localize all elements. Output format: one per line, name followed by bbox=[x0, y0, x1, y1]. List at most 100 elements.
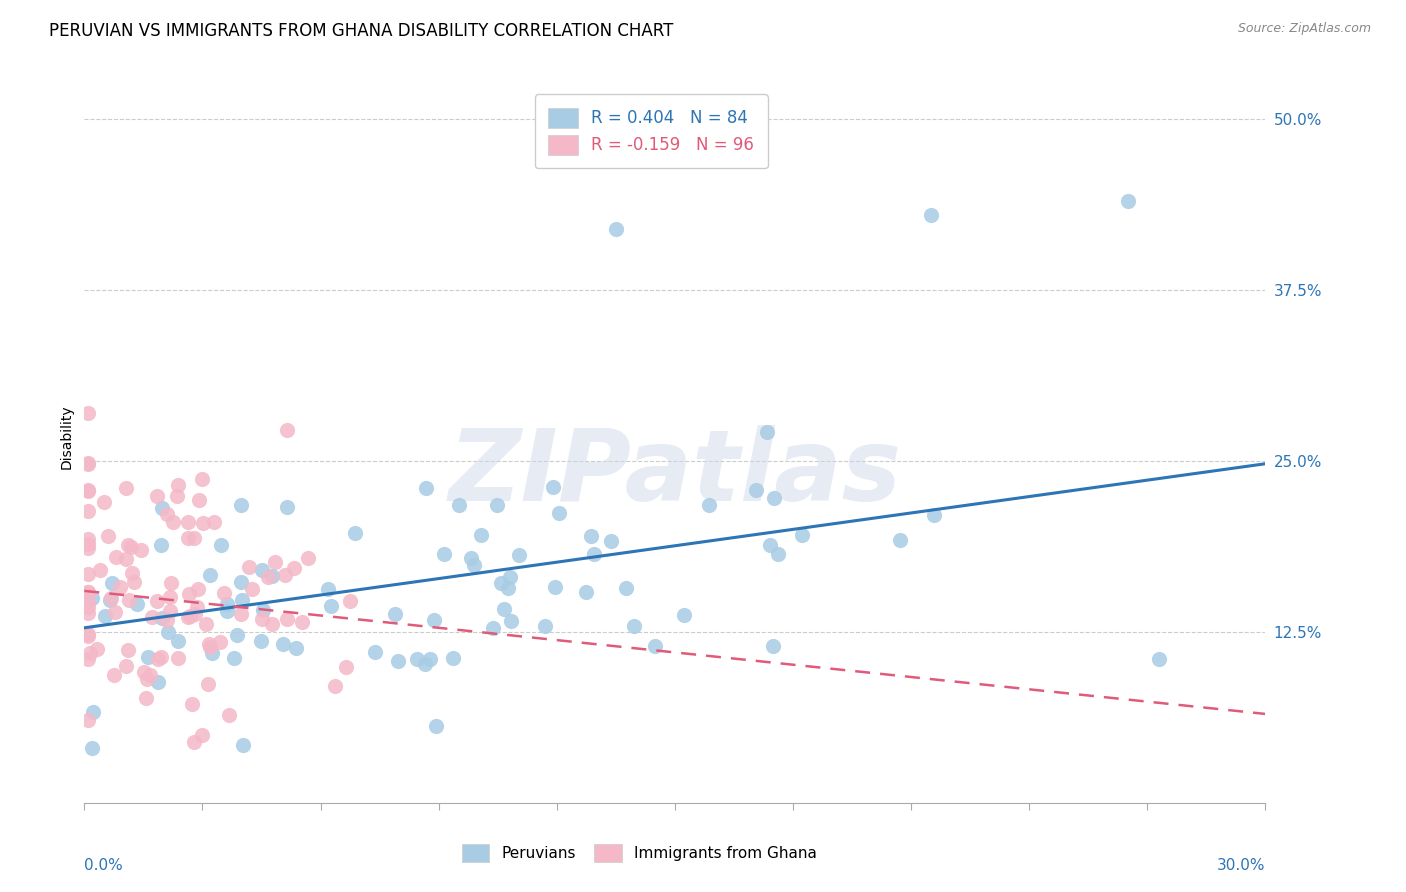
Point bbox=[433, 548, 456, 562]
Point bbox=[697, 498, 720, 512]
Point bbox=[543, 480, 565, 494]
Point bbox=[138, 650, 160, 665]
Point bbox=[121, 566, 143, 580]
Point bbox=[103, 668, 125, 682]
Point bbox=[260, 617, 283, 632]
Point bbox=[77, 456, 100, 470]
Point bbox=[77, 652, 100, 666]
Point bbox=[77, 532, 100, 546]
Point bbox=[623, 619, 645, 633]
Point bbox=[499, 614, 522, 628]
Point bbox=[146, 490, 169, 504]
Point bbox=[579, 529, 602, 543]
Point bbox=[273, 567, 295, 582]
Point bbox=[1147, 652, 1170, 666]
Point bbox=[82, 705, 104, 719]
Point bbox=[232, 738, 254, 752]
Point bbox=[195, 616, 218, 631]
Point bbox=[209, 538, 232, 552]
Point bbox=[200, 640, 222, 654]
Point bbox=[177, 609, 200, 624]
Point bbox=[271, 638, 294, 652]
Point bbox=[252, 603, 274, 617]
Legend: Peruvians, Immigrants from Ghana: Peruvians, Immigrants from Ghana bbox=[456, 838, 823, 868]
Point bbox=[77, 584, 100, 599]
Text: PERUVIAN VS IMMIGRANTS FROM GHANA DISABILITY CORRELATION CHART: PERUVIAN VS IMMIGRANTS FROM GHANA DISABI… bbox=[49, 22, 673, 40]
Point bbox=[159, 604, 181, 618]
Point bbox=[77, 504, 100, 518]
Point bbox=[441, 651, 464, 665]
Point bbox=[136, 672, 159, 686]
Point bbox=[176, 532, 198, 546]
Point bbox=[135, 691, 157, 706]
Text: 30.0%: 30.0% bbox=[1218, 858, 1265, 872]
Point bbox=[150, 650, 173, 665]
Point bbox=[425, 719, 447, 733]
Point bbox=[548, 506, 571, 520]
Point bbox=[544, 580, 567, 594]
Point bbox=[486, 499, 509, 513]
Point bbox=[323, 679, 346, 693]
Point bbox=[231, 498, 253, 512]
Point bbox=[209, 635, 232, 649]
Point bbox=[183, 532, 205, 546]
Point bbox=[224, 651, 246, 665]
Text: ZIPatlas: ZIPatlas bbox=[449, 425, 901, 522]
Point bbox=[215, 597, 238, 611]
Point bbox=[422, 613, 444, 627]
Point bbox=[77, 537, 100, 551]
Y-axis label: Disability: Disability bbox=[59, 405, 73, 469]
Point bbox=[160, 576, 183, 591]
Point bbox=[101, 575, 124, 590]
Point bbox=[415, 481, 437, 495]
Point bbox=[190, 472, 212, 486]
Point bbox=[413, 657, 436, 671]
Point bbox=[198, 568, 221, 582]
Point bbox=[344, 526, 367, 541]
Point bbox=[167, 651, 190, 665]
Point bbox=[238, 559, 260, 574]
Point bbox=[86, 642, 108, 657]
Text: 0.0%: 0.0% bbox=[84, 858, 124, 872]
Point bbox=[139, 667, 162, 681]
Point bbox=[482, 621, 505, 635]
Point bbox=[103, 606, 125, 620]
Point bbox=[150, 501, 173, 516]
Point bbox=[134, 665, 156, 679]
Point bbox=[89, 563, 111, 577]
Point bbox=[257, 569, 280, 583]
Point bbox=[250, 612, 273, 626]
Point bbox=[283, 561, 305, 575]
Point bbox=[463, 558, 485, 573]
Point bbox=[167, 633, 190, 648]
Point bbox=[77, 483, 100, 497]
Point bbox=[762, 639, 785, 653]
Point bbox=[146, 674, 169, 689]
Point bbox=[77, 566, 100, 581]
Point bbox=[922, 508, 945, 522]
Point bbox=[156, 613, 179, 627]
Point bbox=[790, 528, 813, 542]
Point bbox=[297, 550, 319, 565]
Point bbox=[212, 586, 235, 600]
Point bbox=[141, 609, 163, 624]
Point bbox=[276, 500, 298, 514]
Point bbox=[756, 425, 779, 440]
Point bbox=[889, 533, 911, 547]
Point bbox=[77, 541, 100, 555]
Point bbox=[125, 597, 148, 611]
Point bbox=[97, 529, 120, 543]
Point bbox=[260, 569, 283, 583]
Point bbox=[129, 542, 152, 557]
Point bbox=[600, 533, 623, 548]
Point bbox=[508, 548, 530, 562]
Point bbox=[79, 647, 101, 661]
Point bbox=[605, 221, 627, 235]
Point bbox=[499, 570, 522, 584]
Point bbox=[82, 741, 104, 756]
Point bbox=[229, 575, 252, 590]
Point bbox=[231, 593, 253, 607]
Point bbox=[492, 601, 515, 615]
Point bbox=[191, 516, 214, 530]
Point bbox=[489, 576, 512, 591]
